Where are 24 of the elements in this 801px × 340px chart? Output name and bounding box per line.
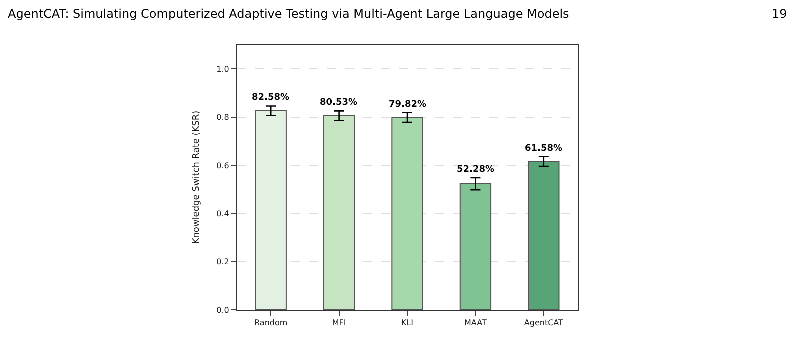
- y-tick-label: 0.0: [216, 306, 230, 315]
- y-tick-label: 0.2: [216, 258, 230, 267]
- y-tick-label: 0.4: [216, 209, 230, 218]
- x-tick-label: MFI: [332, 318, 346, 328]
- x-tick-label: Random: [254, 318, 288, 328]
- x-tick-label: AgentCAT: [524, 318, 564, 328]
- y-tick-label: 0.6: [216, 161, 230, 170]
- bar: [323, 116, 356, 310]
- text: 19: [772, 7, 788, 21]
- bar: [255, 110, 287, 310]
- x-tick-label: MAAT: [464, 318, 487, 328]
- y-tick-label: 0.8: [216, 113, 230, 122]
- data-label: 82.58%: [252, 93, 290, 103]
- bar: [392, 117, 424, 310]
- data-label: 79.82%: [389, 100, 426, 110]
- data-label: 52.28%: [457, 165, 494, 175]
- y-tick-label: 1.0: [216, 64, 230, 74]
- y-axis-title: Knowledge Switch Rate (KSR): [192, 110, 202, 244]
- x-tick-label: KLI: [401, 318, 414, 328]
- data-label: 80.53%: [320, 98, 358, 108]
- data-label: 61.58%: [525, 144, 562, 154]
- bar: [528, 161, 560, 310]
- text: AgentCAT: Simulating Computerized Adaptive Testing via Multi-Agent Large Language Models: [8, 7, 570, 21]
- bar: [460, 184, 492, 310]
